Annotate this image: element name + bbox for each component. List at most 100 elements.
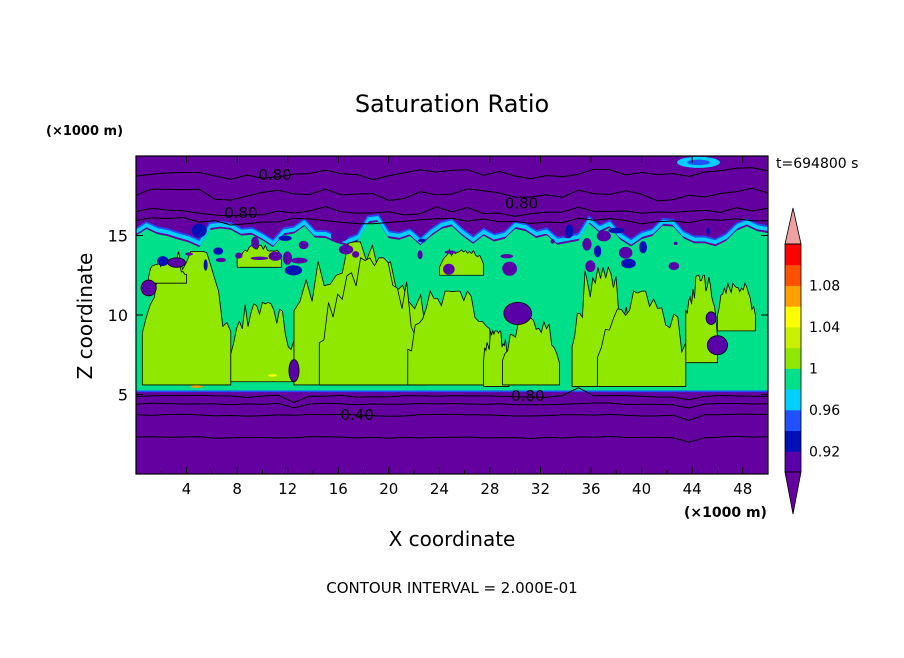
field-patch: [673, 241, 678, 246]
field-dry-pocket: [706, 335, 728, 356]
x-tick-label: 40: [632, 480, 651, 498]
field-blue-pocket: [687, 159, 710, 166]
x-tick-label: 20: [379, 480, 398, 498]
field-cloud-column: [236, 244, 282, 268]
field-patch: [290, 257, 308, 264]
field-patch: [593, 245, 602, 258]
field-cloud-column: [596, 290, 687, 387]
field-patch: [191, 223, 207, 238]
contour-line: [136, 167, 768, 181]
field-patch: [565, 224, 574, 238]
x-axis-ticks: 4 8 12 16 20 24 28 32 36 40 44 48: [160, 156, 752, 498]
field-cloud-column: [716, 281, 756, 332]
field-patch: [278, 235, 292, 241]
field-dry-pocket: [167, 257, 186, 268]
contour-label: 0.80: [224, 204, 257, 222]
field-patch: [417, 238, 427, 243]
chart-title: Saturation Ratio: [355, 90, 549, 118]
colorbar-swatch: [785, 244, 801, 266]
colorbar-swatch: [785, 264, 801, 286]
field-patch: [284, 265, 303, 276]
contour-line: [136, 187, 768, 202]
field-cloud-column: [318, 257, 421, 386]
field-patch: [282, 251, 293, 265]
x-tick-label: 32: [531, 480, 550, 498]
field-patch: [668, 262, 680, 270]
field-patch: [156, 256, 169, 267]
field-patch: [585, 260, 596, 273]
field-patch: [352, 251, 360, 258]
colorbar-label: 1.04: [809, 320, 840, 336]
field-patch: [608, 227, 625, 234]
field-patch: [417, 250, 423, 260]
field-patch: [215, 257, 227, 263]
colorbar-under-arrow: [784, 471, 802, 515]
y-axis-label: Z coordinate: [73, 253, 97, 380]
x-tick-label: 4: [182, 480, 192, 498]
contour-line: [136, 216, 768, 226]
field-patch: [213, 247, 224, 255]
colorbar-frame: [784, 243, 802, 473]
colorbar: 0.92 0.96 1 1.04 1.08: [784, 207, 840, 515]
field-cloud-column: [502, 317, 560, 386]
x-tick-label: 16: [329, 480, 348, 498]
field-patch: [502, 261, 517, 276]
field-patch: [596, 230, 611, 242]
field-patch: [330, 230, 349, 243]
field-patch: [251, 236, 260, 249]
field-cloud-column: [407, 289, 491, 386]
contour-lines: [136, 167, 768, 443]
field-blue-fringe: [136, 214, 768, 242]
field-patch: [618, 246, 633, 259]
field-dry-pocket: [140, 279, 157, 297]
field-patch: [706, 227, 711, 235]
field-patch: [444, 250, 456, 254]
contour-label: 0.80: [505, 195, 538, 213]
field-patch: [338, 244, 354, 255]
colorbar-swatch: [785, 389, 801, 411]
x-unit-label: (×1000 m): [684, 505, 767, 521]
field-patch: [443, 263, 455, 275]
colorbar-swatch: [785, 409, 801, 432]
field-dry-pocket: [705, 311, 717, 325]
x-axis-label: X coordinate: [389, 527, 516, 551]
contour-line: [136, 435, 768, 443]
x-tick-label: 36: [581, 480, 600, 498]
colorbar-swatch: [785, 368, 801, 390]
y-axis-ticks: 5 10 15: [108, 227, 768, 405]
footer-text: CONTOUR INTERVAL = 2.000E-01: [326, 579, 577, 597]
field-super-spot: [268, 374, 277, 377]
colorbar-swatch: [785, 326, 801, 349]
colorbar-swatch: [785, 430, 801, 452]
y-tick-label: 5: [118, 386, 128, 405]
colorbar-label: 0.92: [809, 444, 840, 460]
field-patch: [582, 238, 592, 251]
contour-line: [136, 206, 768, 217]
x-tick-label: 8: [232, 480, 242, 498]
y-unit-label: (×1000 m): [46, 124, 123, 139]
contour-label: 0.80: [258, 166, 291, 184]
colorbar-swatch: [785, 285, 801, 307]
contour-label-layer: 0.80 0.80 0.80 0.80 0.40: [224, 166, 544, 424]
field-patch: [250, 256, 269, 260]
colorbar-label: 0.96: [809, 403, 840, 419]
contour-line: [136, 387, 768, 404]
contour-label: 0.80: [511, 387, 544, 405]
x-tick-label: 44: [683, 480, 702, 498]
y-tick-label: 15: [108, 227, 128, 246]
x-tick-label: 24: [430, 480, 449, 498]
field-patch: [268, 251, 283, 261]
colorbar-swatch: [785, 347, 801, 369]
colorbar-label: 1: [809, 361, 818, 377]
contour-fields: [136, 156, 768, 474]
field-dry-pocket: [503, 301, 533, 325]
field-patch: [185, 252, 193, 256]
time-label: t=694800 s: [776, 156, 858, 172]
x-tick-label: 48: [733, 480, 752, 498]
y-tick-label: 10: [108, 306, 128, 325]
field-patch: [620, 258, 636, 269]
contour-line: [136, 413, 768, 421]
field-patch: [203, 259, 208, 271]
plot-area: [136, 156, 768, 474]
